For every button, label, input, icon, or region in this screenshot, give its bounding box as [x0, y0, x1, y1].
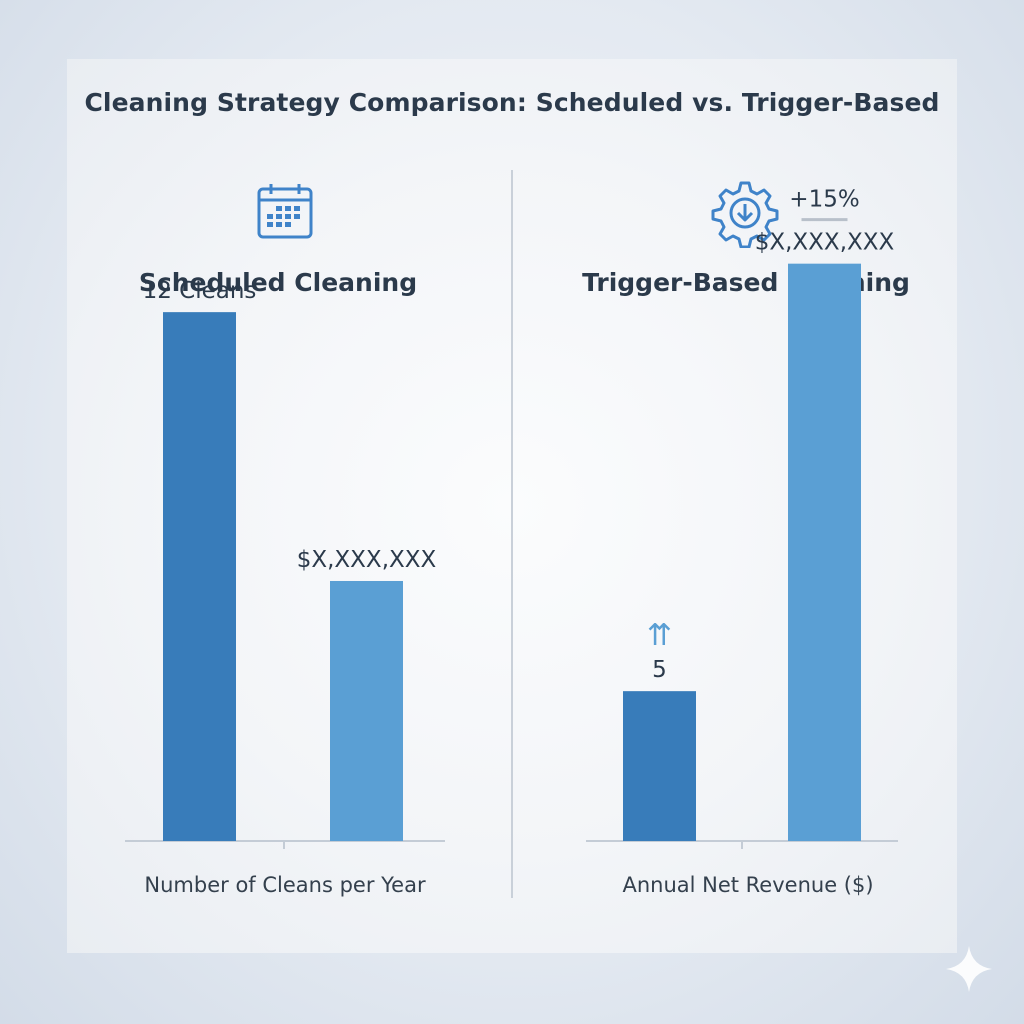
- bar: [330, 580, 403, 841]
- chart-title: Cleaning Strategy Comparison: Scheduled …: [84, 88, 940, 117]
- sparkle-icon: [944, 944, 994, 998]
- bar: [788, 263, 861, 841]
- up-arrows-icon: ⇈: [647, 618, 672, 653]
- x-axis-label-left: Number of Cleans per Year: [144, 873, 426, 897]
- panel-title-scheduled: Scheduled Cleaning: [138, 268, 418, 297]
- bar: [163, 312, 236, 842]
- percent-change-label: +15%: [789, 187, 859, 213]
- bar-value-label: $X,XXX,XXX: [297, 547, 437, 573]
- bar-value-label: 5: [652, 657, 667, 683]
- bar-value-label: $X,XXX,XXX: [755, 230, 895, 256]
- panel-divider: [511, 170, 513, 898]
- bar-value-label: 12 Cleans: [143, 278, 257, 304]
- bar: [623, 691, 696, 841]
- calendar-icon: [256, 182, 314, 244]
- x-axis-label-right: Annual Net Revenue ($): [622, 873, 874, 897]
- gear-icon: [710, 178, 780, 252]
